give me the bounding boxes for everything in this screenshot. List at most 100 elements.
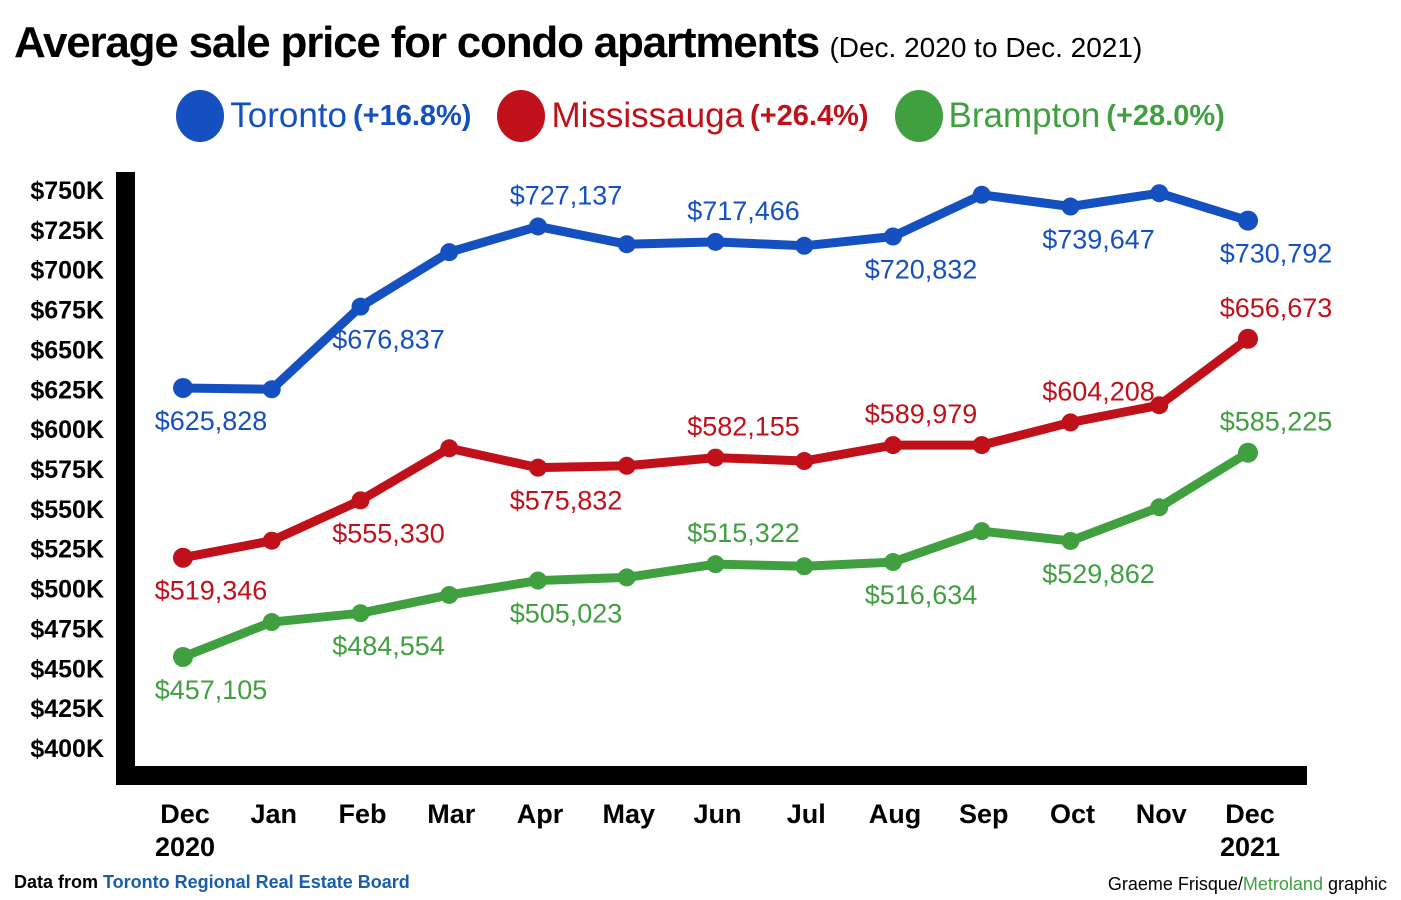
x-tick-label: Jun xyxy=(693,799,741,829)
data-label-brampton: $585,225 xyxy=(1220,407,1333,437)
data-label-brampton: $515,322 xyxy=(687,518,800,548)
data-point-mississauga xyxy=(1061,413,1080,432)
legend-item-mississauga: Mississauga (+26.4%) xyxy=(497,90,869,142)
data-point-mississauga xyxy=(351,491,370,510)
y-tick-label: $450K xyxy=(30,655,104,683)
y-axis-labels: $750K $725K $700K $675K $650K $625K $600K $575K… xyxy=(30,177,104,763)
data-point-brampton xyxy=(262,613,281,632)
data-point-brampton xyxy=(884,553,902,572)
legend-change-toronto: (+16.8%) xyxy=(352,99,472,132)
y-tick-label: $400K xyxy=(30,735,104,763)
x-tick-label: Apr xyxy=(517,799,564,829)
data-point-toronto xyxy=(795,236,814,255)
data-label-brampton: $484,554 xyxy=(332,631,445,661)
data-point-toronto xyxy=(884,227,902,246)
y-tick-label: $550K xyxy=(30,496,104,524)
data-point-mississauga xyxy=(262,531,281,550)
data-label-mississauga: $604,208 xyxy=(1042,376,1155,406)
y-tick-label: $750K xyxy=(30,177,104,205)
data-point-toronto xyxy=(173,377,193,398)
data-point-toronto xyxy=(706,232,725,251)
legend-label-toronto: Toronto xyxy=(230,96,347,135)
data-point-toronto xyxy=(262,380,281,399)
x-tick-label: Jan xyxy=(250,799,297,829)
data-source: Data from Toronto Regional Real Estate B… xyxy=(14,872,410,893)
data-point-brampton xyxy=(440,585,459,604)
x-tick-label: Jul xyxy=(787,799,826,829)
data-point-toronto xyxy=(972,185,991,204)
data-point-mississauga xyxy=(795,452,814,471)
data-point-toronto xyxy=(617,235,636,254)
source-link[interactable]: Toronto Regional Real Estate Board xyxy=(103,872,410,892)
chart-subtitle: (Dec. 2020 to Dec. 2021) xyxy=(829,32,1143,63)
data-label-toronto: $739,647 xyxy=(1042,225,1155,255)
data-point-brampton xyxy=(1061,531,1080,550)
title-row: Average sale price for condo apartments … xyxy=(14,18,1142,68)
data-point-toronto xyxy=(440,243,459,262)
x-tick-label: Dec xyxy=(1225,799,1275,829)
x-tick-label: Aug xyxy=(869,799,921,829)
legend-item-toronto: Toronto (+16.8%) xyxy=(176,90,471,142)
x-tick-label-year: 2021 xyxy=(1220,832,1280,862)
data-point-brampton xyxy=(617,568,636,587)
y-tick-label: $425K xyxy=(30,695,104,723)
y-tick-label: $600K xyxy=(30,416,104,444)
y-tick-label: $475K xyxy=(30,615,104,643)
data-point-brampton xyxy=(706,555,725,574)
data-point-mississauga xyxy=(1238,328,1258,349)
data-point-mississauga xyxy=(173,547,193,568)
x-tick-label: Feb xyxy=(338,799,386,829)
y-tick-label: $675K xyxy=(30,297,104,325)
x-tick-label: Nov xyxy=(1136,799,1187,829)
series-line-brampton xyxy=(178,448,1253,662)
y-tick-label: $500K xyxy=(30,576,104,604)
data-label-toronto: $720,832 xyxy=(865,255,978,285)
data-label-brampton: $457,105 xyxy=(155,675,268,705)
credit-brand: Metroland xyxy=(1242,874,1323,894)
x-tick-label: Oct xyxy=(1050,799,1095,829)
y-tick-label: $525K xyxy=(30,536,104,564)
data-label-mississauga: $555,330 xyxy=(332,518,445,548)
data-point-brampton xyxy=(173,646,193,667)
credit-author: Graeme Frisque/ xyxy=(1107,874,1243,894)
x-tick-label: Dec xyxy=(160,799,210,829)
legend-marker-toronto xyxy=(176,90,225,142)
data-point-mississauga xyxy=(617,456,636,475)
y-tick-label: $650K xyxy=(30,336,104,364)
data-label-toronto: $727,137 xyxy=(510,180,623,210)
x-tick-label-year: 2020 xyxy=(155,832,215,862)
data-point-mississauga xyxy=(884,436,902,455)
x-tick-label: Sep xyxy=(959,799,1009,829)
chart-title: Average sale price for condo apartments xyxy=(14,18,820,67)
data-point-toronto xyxy=(1061,197,1080,216)
legend-marker-mississauga xyxy=(497,90,546,142)
data-label-brampton: $505,023 xyxy=(510,599,623,629)
data-label-brampton: $516,634 xyxy=(865,580,978,610)
credit-suffix: graphic xyxy=(1322,874,1387,894)
x-tick-label: May xyxy=(602,799,655,829)
data-label-toronto: $625,828 xyxy=(155,406,268,436)
legend-change-brampton: (+28.0%) xyxy=(1106,99,1225,132)
data-point-brampton xyxy=(972,522,991,541)
data-point-toronto xyxy=(529,217,547,236)
data-point-mississauga xyxy=(529,458,547,477)
data-point-mississauga xyxy=(706,448,725,467)
data-label-brampton: $529,862 xyxy=(1042,559,1155,589)
data-label-mississauga: $519,346 xyxy=(155,576,268,606)
data-label-mississauga: $582,155 xyxy=(687,412,800,442)
legend-marker-brampton xyxy=(894,90,943,142)
data-point-toronto xyxy=(1150,184,1169,203)
x-tick-label: Mar xyxy=(427,799,476,829)
data-label-toronto: $730,792 xyxy=(1220,239,1333,269)
data-point-mississauga xyxy=(440,439,459,458)
data-label-toronto: $717,466 xyxy=(687,196,800,226)
legend-change-mississauga: (+26.4%) xyxy=(750,99,869,132)
data-label-mississauga: $589,979 xyxy=(865,399,978,429)
y-tick-label: $575K xyxy=(30,456,104,484)
data-point-brampton xyxy=(1150,498,1169,517)
data-label-layer: $625,828 $676,837 $727,137 $717,466 $720,832… xyxy=(155,180,1333,705)
legend-label-brampton: Brampton xyxy=(948,96,1101,135)
legend: Toronto (+16.8%) Mississauga (+26.4%) Br… xyxy=(0,90,1401,142)
